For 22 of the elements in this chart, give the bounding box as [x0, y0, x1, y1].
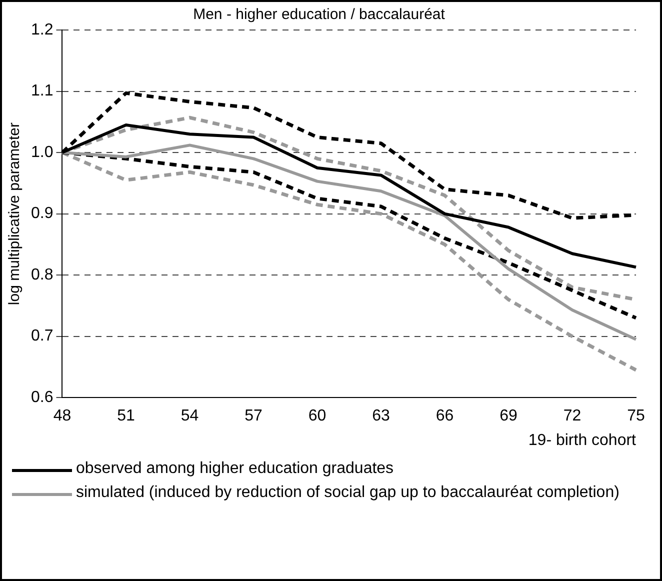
y-tick-label: 1.2 [30, 21, 54, 38]
x-tick-label: 48 [53, 408, 72, 425]
y-tick-label: 0.8 [30, 266, 54, 284]
y-tick-label: 0.9 [30, 205, 54, 222]
x-tick-label: 72 [563, 408, 582, 425]
x-tick-label: 54 [180, 408, 199, 425]
chart-title: Men - higher education / baccalauréat [193, 6, 446, 24]
x-tick-label: 63 [372, 408, 390, 425]
x-tick-label: 51 [117, 408, 135, 425]
legend-label: simulated (induced by reduction of social gap up to baccalauréat completion) [76, 484, 620, 502]
y-tick-label: 1.1 [30, 82, 54, 100]
x-axis-title: 19- birth cohort [528, 432, 637, 449]
y-tick-label: 1.0 [30, 144, 54, 161]
y-tick-label: 0.7 [30, 328, 54, 345]
x-tick-label: 60 [308, 408, 326, 425]
y-axis-title: log multiplicative parameter [6, 122, 24, 306]
y-tick-label: 0.6 [30, 389, 54, 406]
x-tick-label: 69 [500, 408, 518, 425]
x-tick-label: 66 [436, 408, 454, 425]
x-tick-label: 75 [627, 408, 645, 425]
legend-label: observed among higher education graduates [76, 460, 394, 478]
x-tick-label: 57 [244, 408, 262, 425]
